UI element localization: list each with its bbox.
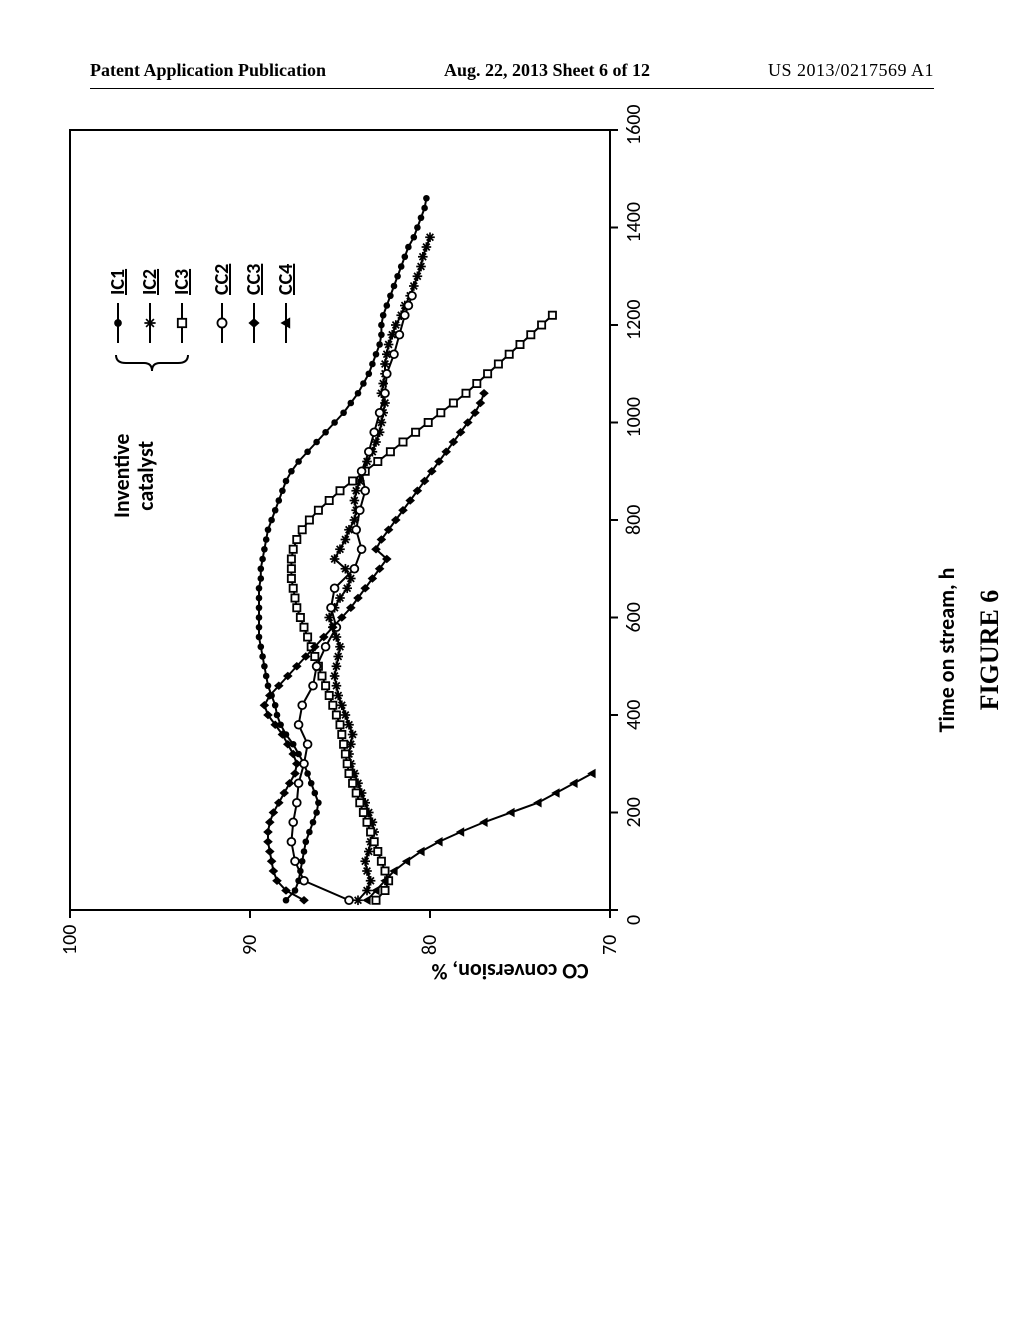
- figure-label: FIGURE 6: [975, 590, 1005, 711]
- x-tick-label: 0: [622, 915, 646, 925]
- legend-item: IC3: [169, 264, 195, 345]
- legend-item: IC2: [137, 264, 163, 345]
- x-tick-label: 1600: [622, 104, 646, 145]
- legend-label: IC1: [106, 269, 130, 295]
- legend-label: IC2: [138, 269, 162, 295]
- legend-label: CC3: [242, 264, 266, 295]
- header-right: US 2013/0217569 A1: [768, 60, 934, 81]
- legend-label: CC2: [210, 264, 234, 295]
- y-tick-label: 70: [598, 935, 622, 955]
- chart-container: CO conversion, % Time on stream, h FIGUR…: [30, 290, 990, 1010]
- y-tick-label: 100: [58, 925, 82, 955]
- figure-area: CO conversion, % Time on stream, h FIGUR…: [30, 290, 990, 1010]
- inventive-catalyst-label: Inventivecatalyst: [110, 434, 158, 518]
- legend: IC1 IC2 IC3 CC2 CC3 CC4: [105, 264, 305, 345]
- legend-item: CC2: [209, 264, 235, 345]
- x-axis-label: Time on stream, h: [933, 568, 960, 733]
- legend-item: IC1: [105, 264, 131, 345]
- y-tick-label: 80: [418, 935, 442, 955]
- y-tick-label: 90: [238, 935, 262, 955]
- x-tick-label: 800: [622, 505, 646, 535]
- legend-label: IC3: [170, 269, 194, 295]
- x-tick-label: 400: [622, 700, 646, 730]
- legend-item: CC3: [241, 264, 267, 345]
- x-tick-label: 1400: [622, 202, 646, 243]
- x-tick-label: 600: [622, 602, 646, 632]
- legend-item: CC4: [273, 264, 299, 345]
- x-tick-label: 1000: [622, 397, 646, 438]
- x-tick-label: 1200: [622, 299, 646, 340]
- y-axis-label: CO conversion, %: [431, 958, 588, 985]
- chart-svg: [30, 50, 690, 1010]
- legend-label: CC4: [274, 264, 298, 295]
- x-tick-label: 200: [622, 797, 646, 827]
